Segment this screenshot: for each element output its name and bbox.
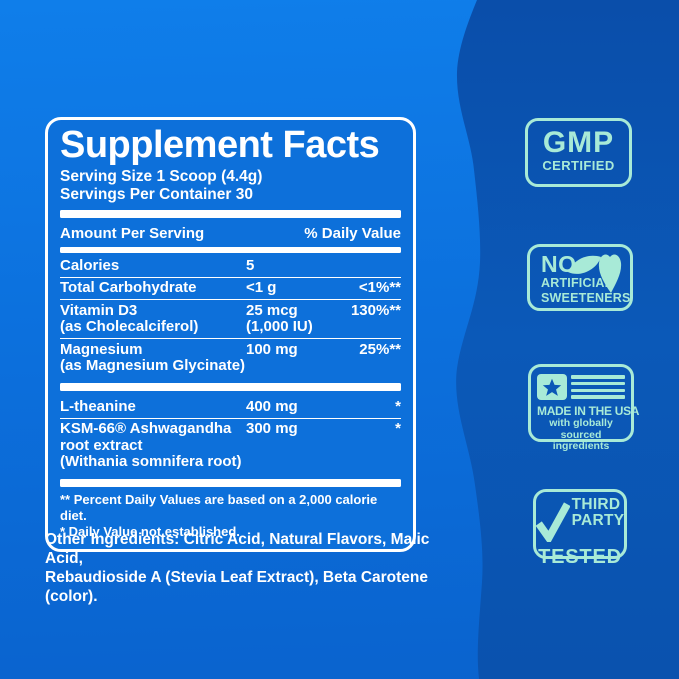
- no-artificial-sweeteners-badge: NO ARTIFICIAL SWEETENERS: [527, 244, 633, 311]
- table-row-ksm66-ashwagandha: KSM-66® Ashwagandha root extract (Withan…: [60, 417, 401, 474]
- row-amount: 300 mg: [246, 420, 298, 437]
- serving-size: Serving Size 1 Scoop (4.4g): [60, 168, 263, 185]
- row-amount: 400 mg: [246, 397, 298, 415]
- row-name: Magnesium (as Magnesium Glycinate): [60, 340, 246, 375]
- row-name: L-theanine: [60, 397, 136, 415]
- usa-flag-icon: [537, 374, 625, 400]
- table-header-row: Amount Per Serving % Daily Value: [60, 223, 401, 243]
- row-amount: 5: [246, 256, 255, 274]
- row-name-line: Magnesium: [60, 340, 143, 358]
- separator-bar: [60, 247, 401, 253]
- third-party-tested-badge: THIRD PARTY TESTED: [533, 489, 627, 567]
- row-name: Total Carbohydrate: [60, 279, 197, 296]
- row-dv: 25%**: [359, 340, 401, 358]
- row-name: Vitamin D3 (as Cholecalciferol): [60, 301, 246, 336]
- other-ingredients-text: Other Ingredients: Citric Acid, Natural …: [45, 530, 455, 606]
- row-name-line: Vitamin D3: [60, 301, 138, 319]
- tpt-badge-party: PARTY: [571, 512, 625, 529]
- row-dv: *: [395, 397, 401, 415]
- footnote-daily-values: ** Percent Daily Values are based on a 2…: [60, 492, 378, 523]
- gmp-badge-title: GMP: [542, 126, 615, 159]
- row-name-subline: (Withania somnifera root): [60, 453, 242, 470]
- footnote-not-established: * Daily Value not established.: [60, 524, 240, 539]
- row-dv: *: [395, 420, 401, 437]
- table-row-magnesium: Magnesium (as Magnesium Glycinate) 100 m…: [60, 338, 401, 377]
- amount-per-serving-header: Amount Per Serving: [60, 225, 205, 242]
- other-ingredients-line1: Other Ingredients: Citric Acid, Natural …: [45, 531, 430, 567]
- noart-badge-artificial: ARTIFICIAL: [541, 276, 613, 290]
- made-in-usa-badge: MADE IN THE USA with globally sourced in…: [528, 364, 640, 452]
- botanical-section: L-theanine 400 mg * KSM-66® Ashwagandha …: [60, 396, 401, 473]
- row-name-subline: (as Magnesium Glycinate): [60, 357, 246, 374]
- usa-badge-sub1: with globally: [549, 417, 613, 429]
- usa-badge-title: MADE IN THE USA: [537, 404, 640, 418]
- tpt-badge-tested: TESTED: [538, 546, 622, 568]
- stripes-icon: [571, 374, 625, 400]
- nutrient-section: Calories 5 Total Carbohydrate <1 g <1%**…: [60, 255, 401, 377]
- row-amount-subline: (1,000 IU): [246, 318, 313, 335]
- star-icon: [537, 374, 567, 400]
- row-amount-line: 25 mcg: [246, 301, 298, 319]
- row-name: Calories: [60, 256, 120, 274]
- row-dv: <1%**: [358, 279, 401, 296]
- row-name: KSM-66® Ashwagandha root extract (Withan…: [60, 420, 246, 471]
- daily-value-header: % Daily Value: [304, 225, 401, 242]
- separator-bar: [60, 479, 401, 487]
- separator-bar: [60, 383, 401, 391]
- row-amount: 100 mg: [246, 340, 298, 358]
- noart-badge-sweeteners: SWEETENERS: [541, 290, 631, 305]
- tpt-badge-third: THIRD: [571, 496, 621, 513]
- gmp-certified-badge: GMP CERTIFIED: [525, 118, 632, 187]
- table-row-l-theanine: L-theanine 400 mg *: [60, 396, 401, 418]
- tpt-top-row: THIRD PARTY: [535, 497, 625, 547]
- supplement-facts-panel: Supplement Facts Serving Size 1 Scoop (4…: [45, 117, 416, 552]
- row-name-subline: (as Cholecalciferol): [60, 318, 199, 335]
- checkmark-icon: [535, 500, 571, 547]
- table-row-vitamin-d3: Vitamin D3 (as Cholecalciferol) 25 mcg (…: [60, 299, 401, 338]
- gmp-badge-subtitle: CERTIFIED: [542, 158, 615, 173]
- row-name-subline: root extract: [60, 436, 143, 454]
- leaf-icon: [566, 252, 624, 299]
- table-row-carbohydrate: Total Carbohydrate <1 g <1%**: [60, 276, 401, 300]
- usa-badge-sub2: sourced ingredients: [552, 428, 610, 452]
- row-dv: 130%**: [350, 301, 401, 319]
- separator-bar: [60, 210, 401, 218]
- servings-per-container: Servings Per Container 30: [60, 186, 253, 203]
- row-amount: 25 mcg (1,000 IU): [246, 301, 346, 336]
- row-name-line: KSM-66® Ashwagandha: [60, 420, 232, 437]
- noart-badge-no: NO: [541, 251, 577, 277]
- table-row-calories: Calories 5: [60, 255, 401, 277]
- other-ingredients-line2: Rebaudioside A (Stevia Leaf Extract), Be…: [45, 569, 429, 605]
- row-amount: <1 g: [246, 279, 277, 296]
- tpt-words: THIRD PARTY: [572, 497, 625, 529]
- panel-title: Supplement Facts: [60, 124, 380, 166]
